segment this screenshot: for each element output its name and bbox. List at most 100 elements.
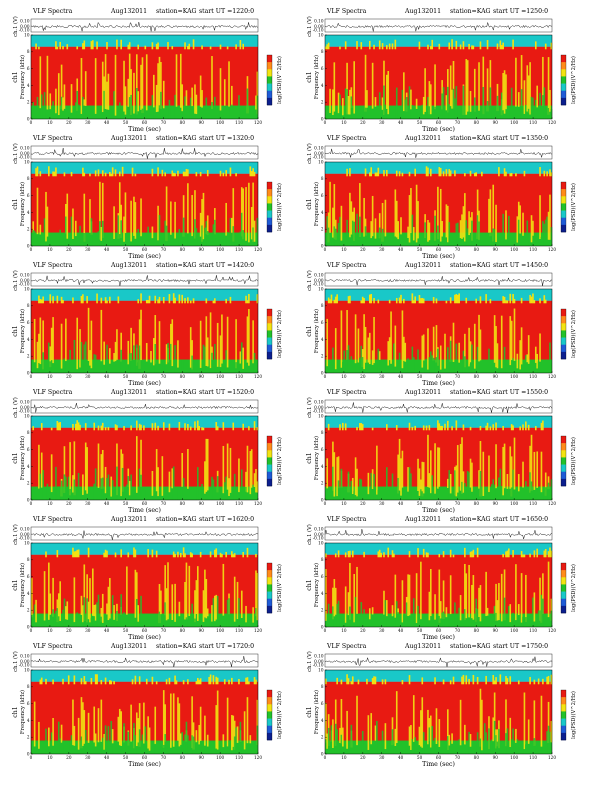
edge-streak: [439, 554, 441, 557]
colorbar-segment: [561, 726, 566, 733]
spectrum-streak: [156, 85, 158, 112]
colorbar-segment: [561, 733, 566, 740]
colorbar-segment: [561, 338, 566, 345]
low-streak: [187, 735, 189, 754]
spectrum-streak: [69, 442, 71, 495]
spectrum-streak: [61, 725, 63, 743]
low-streak: [417, 606, 419, 627]
edge-streak: [68, 675, 70, 684]
low-streak: [426, 359, 428, 373]
edge-streak: [433, 297, 435, 303]
edge-streak: [71, 172, 73, 176]
low-streak: [386, 467, 388, 500]
spectrum-streak: [89, 578, 91, 622]
spectrum-streak: [446, 204, 448, 237]
x-tick-label: 10: [341, 120, 347, 125]
spectrum-streak: [370, 713, 372, 744]
spectrum-streak: [524, 80, 526, 114]
low-streak: [59, 739, 61, 755]
x-tick-label: 120: [548, 755, 556, 760]
spectrum-streak: [390, 311, 392, 363]
y-tick-label: 6: [27, 574, 30, 579]
edge-streak: [541, 423, 543, 430]
low-streak: [186, 722, 188, 754]
y-tick-label: 6: [27, 66, 30, 71]
low-streak: [525, 481, 527, 500]
low-streak: [123, 612, 125, 627]
x-tick-label: 110: [529, 755, 537, 760]
spectrum-streak: [427, 435, 429, 487]
chart-station: station=KAG: [450, 135, 491, 142]
edge-streak: [536, 549, 538, 558]
colorbar-segment: [267, 472, 272, 479]
spectrum-streak: [501, 316, 503, 369]
low-streak: [142, 109, 144, 119]
spectrum-streak: [478, 315, 480, 362]
y-tick-label: 8: [321, 303, 324, 308]
low-streak: [159, 215, 161, 246]
spectrum-streak: [34, 702, 36, 747]
y-tick-label: 10: [318, 667, 324, 672]
low-streak: [238, 95, 240, 119]
edge-streak: [395, 40, 397, 50]
spectrum-streak: [534, 452, 536, 490]
colorbar-segment: [267, 584, 272, 591]
low-streak: [55, 611, 57, 627]
spectrum-streak: [352, 478, 354, 494]
low-streak: [362, 357, 364, 373]
low-streak: [113, 91, 115, 119]
edge-streak: [507, 551, 509, 558]
spectrum-streak: [402, 580, 404, 622]
spectrum-streak: [433, 327, 435, 361]
low-streak: [490, 87, 492, 119]
edge-streak: [231, 551, 233, 557]
colorbar-label: log(PSD)(V^2/Hz): [276, 564, 283, 612]
low-streak: [417, 349, 419, 373]
low-streak: [349, 607, 351, 627]
low-streak: [101, 617, 103, 627]
low-streak: [193, 737, 195, 754]
low-streak: [179, 229, 181, 246]
y-tick-label: 0: [27, 751, 30, 756]
edge-streak: [217, 426, 219, 430]
x-tick-label: 0: [30, 755, 33, 760]
spectrum-streak: [446, 607, 448, 617]
spectrum-streak: [498, 583, 500, 620]
edge-streak: [532, 294, 534, 304]
spectrum-streak: [65, 606, 67, 619]
spectrum-streak: [150, 351, 152, 362]
edge-streak: [335, 553, 337, 557]
spectrum-streak: [461, 214, 463, 239]
edge-streak: [187, 297, 189, 303]
edge-streak: [32, 426, 34, 430]
edge-streak: [62, 679, 64, 684]
spectrum-streak: [135, 202, 137, 239]
x-tick-label: 110: [235, 501, 243, 506]
x-tick-label: 80: [180, 374, 186, 379]
low-streak: [103, 91, 105, 119]
chart-title: VLF Spectra: [326, 135, 367, 142]
low-streak: [83, 233, 85, 246]
spectrum-streak: [434, 64, 436, 109]
edge-streak: [254, 172, 256, 176]
edge-streak: [183, 680, 185, 684]
low-streak: [247, 89, 249, 119]
x-tick-label: 120: [254, 120, 262, 125]
spectrum-streak: [382, 97, 384, 109]
edge-streak: [135, 550, 137, 558]
chart-date: Aug132011: [404, 389, 441, 396]
low-streak: [191, 604, 193, 627]
edge-streak: [115, 424, 117, 430]
spectrum-streak: [355, 457, 357, 495]
x-tick-label: 90: [493, 501, 499, 506]
edge-streak: [403, 299, 405, 303]
edge-streak: [373, 45, 375, 50]
edge-streak: [471, 551, 473, 557]
spectrum-streak: [407, 227, 409, 238]
edge-streak: [105, 550, 107, 558]
edge-streak: [242, 424, 244, 431]
spectrum-streak: [528, 335, 530, 364]
colorbar-segment: [561, 577, 566, 584]
edge-streak: [98, 169, 100, 176]
low-streak: [437, 349, 439, 373]
